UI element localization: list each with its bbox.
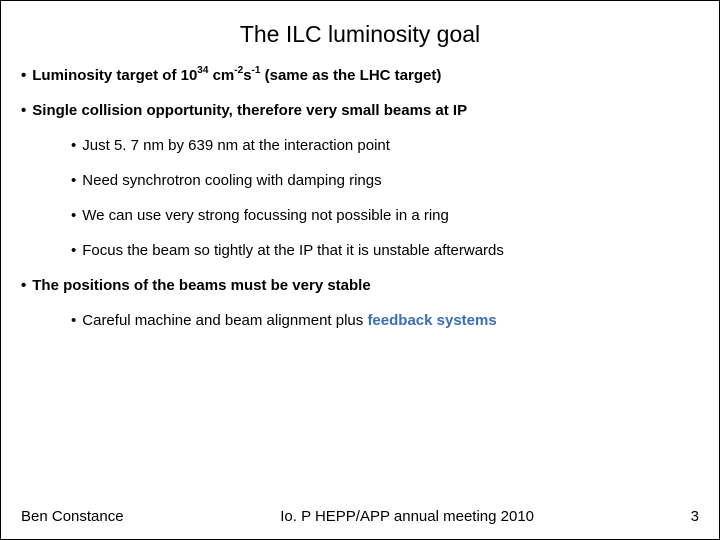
bullet-text: Need synchrotron cooling with damping ri… [82, 172, 381, 189]
bullet-level2: • We can use very strong focussing not p… [71, 207, 699, 224]
superscript: 34 [197, 65, 208, 76]
bullet-text: We can use very strong focussing not pos… [82, 207, 449, 224]
bullet-dot-icon: • [71, 312, 76, 329]
text-fragment: (same as the LHC target) [260, 67, 441, 84]
bullet-text: The positions of the beams must be very … [32, 277, 370, 294]
text-fragment: s [243, 67, 251, 84]
bullet-text: Luminosity target of 1034 cm-2s-1 (same … [32, 66, 441, 84]
bullet-dot-icon: • [71, 207, 76, 224]
feedback-systems-text: feedback systems [367, 312, 496, 329]
text-fragment: Luminosity target of 10 [32, 67, 197, 84]
bullet-level2: • Focus the beam so tightly at the IP th… [71, 242, 699, 259]
text-fragment: cm [208, 67, 234, 84]
superscript: -1 [252, 65, 261, 76]
bullet-text: Single collision opportunity, therefore … [32, 102, 467, 119]
bullet-dot-icon: • [21, 277, 26, 294]
bullet-level1: • Luminosity target of 1034 cm-2s-1 (sam… [21, 66, 699, 84]
bullet-dot-icon: • [71, 172, 76, 189]
bullet-level2: • Need synchrotron cooling with damping … [71, 172, 699, 189]
footer-author: Ben Constance [21, 508, 124, 525]
text-fragment: Careful machine and beam alignment plus [82, 312, 367, 329]
bullet-text: Just 5. 7 nm by 639 nm at the interactio… [82, 137, 390, 154]
bullet-level1: • Single collision opportunity, therefor… [21, 102, 699, 119]
bullet-text: Focus the beam so tightly at the IP that… [82, 242, 504, 259]
bullet-text: Careful machine and beam alignment plus … [82, 312, 496, 329]
bullet-level2: • Careful machine and beam alignment plu… [71, 312, 699, 329]
footer-page-number: 3 [691, 508, 699, 525]
bullet-dot-icon: • [21, 67, 26, 84]
footer-event: Io. P HEPP/APP annual meeting 2010 [124, 508, 691, 525]
bullet-dot-icon: • [21, 102, 26, 119]
superscript: -2 [234, 65, 243, 76]
bullet-level2: • Just 5. 7 nm by 639 nm at the interact… [71, 137, 699, 154]
slide-content: • Luminosity target of 1034 cm-2s-1 (sam… [1, 66, 719, 329]
bullet-dot-icon: • [71, 242, 76, 259]
bullet-dot-icon: • [71, 137, 76, 154]
slide-footer: Ben Constance Io. P HEPP/APP annual meet… [1, 508, 719, 525]
slide-title: The ILC luminosity goal [1, 1, 719, 66]
bullet-level1: • The positions of the beams must be ver… [21, 277, 699, 294]
